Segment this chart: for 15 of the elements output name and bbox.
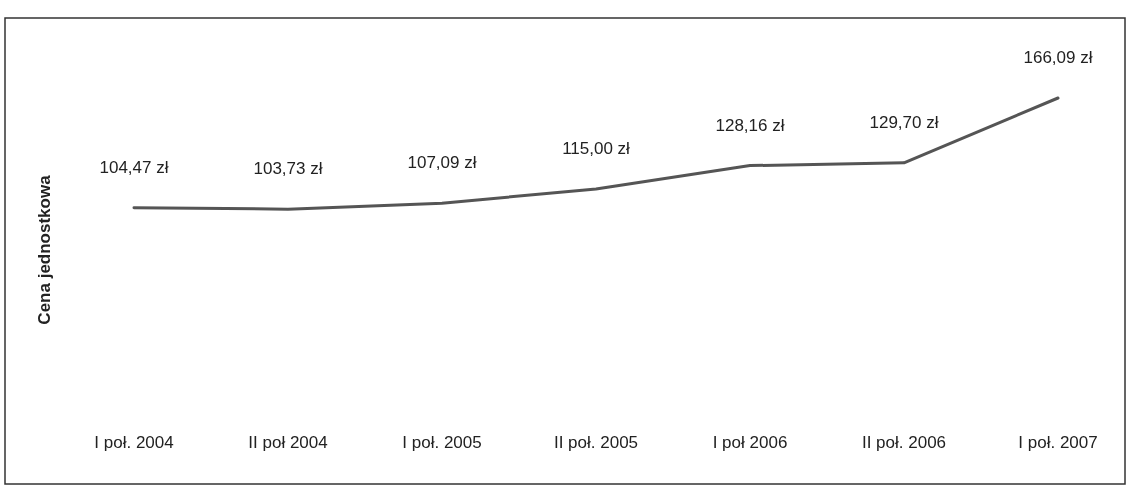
data-label: 166,09 zł (1023, 48, 1093, 67)
data-label: 107,09 zł (407, 153, 477, 173)
x-tick-label: I poł. 2005 (402, 433, 482, 452)
x-tick-label: I poł. 2007 (1018, 433, 1098, 452)
x-tick-label: II poł. 2006 (861, 433, 947, 452)
x-tick-label: I poł. 2004 (94, 433, 174, 452)
x-tick-label: II poł 2004 (248, 433, 328, 452)
y-axis-title: Cena jednostkowa (35, 174, 54, 325)
data-label: 129,70 zł (869, 112, 939, 132)
data-label: 103,73 zł (253, 159, 323, 179)
data-label: 128,16 zł (715, 115, 785, 135)
x-tick-label: II poł. 2005 (553, 433, 639, 452)
data-label: 115,00 zł (562, 139, 631, 159)
x-tick-label: I poł 2006 (712, 433, 788, 452)
data-label: 104,47 zł (99, 157, 169, 177)
